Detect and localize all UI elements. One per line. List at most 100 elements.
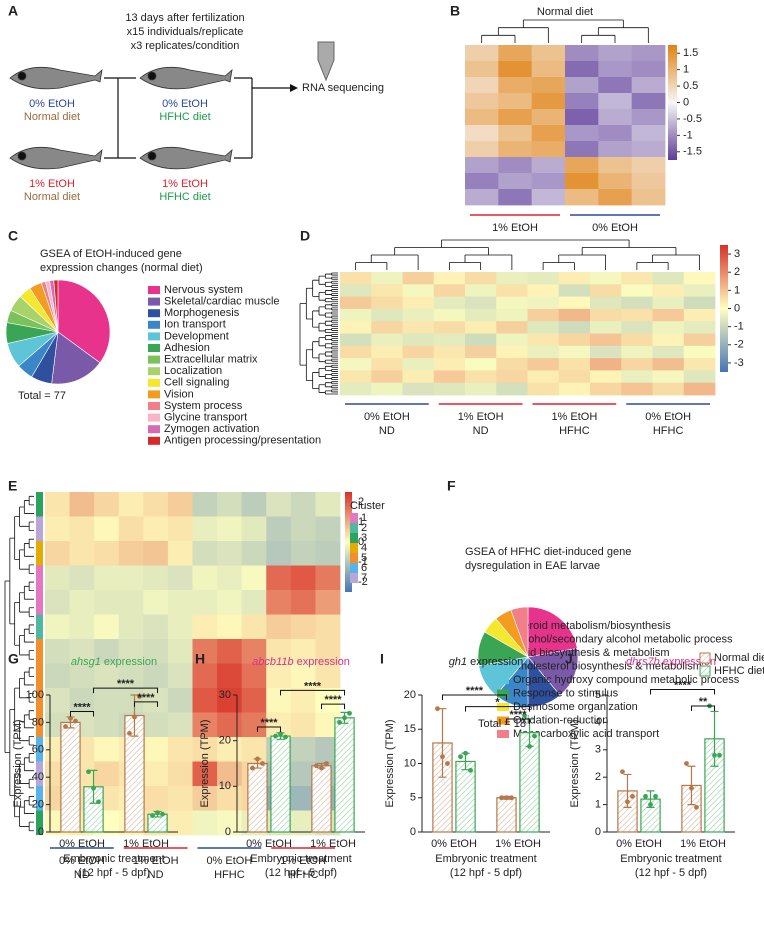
heatmap-cell	[143, 590, 169, 615]
legend-swatch	[148, 344, 160, 352]
cluster-swatch	[350, 523, 358, 533]
heatmap-cell	[402, 321, 435, 334]
x-tick-label: 1% EtOH	[123, 838, 169, 850]
heatmap-cell	[683, 333, 716, 347]
heatmap-cell	[621, 345, 653, 359]
y-tick-label: 4	[595, 716, 601, 728]
colorbar-label: -1	[734, 321, 744, 333]
data-point	[68, 715, 73, 721]
dendrogram	[355, 239, 700, 270]
x-axis-label: (12 hpf - 5 dpf)	[635, 867, 707, 879]
y-tick-label: 100	[26, 689, 44, 701]
legend-label: HFHC diet	[714, 665, 764, 677]
legend-label: Zymogen activation	[164, 423, 259, 435]
heatmap-cell	[217, 516, 243, 542]
heatmap-cell	[266, 492, 292, 517]
group-label: 1% EtOH	[458, 411, 504, 423]
heatmap-cell	[531, 141, 566, 158]
legend-swatch	[497, 716, 509, 725]
data-point	[435, 706, 440, 712]
heatmap-cell	[45, 639, 70, 664]
legend-label: Antigen processing/presentation	[164, 435, 321, 447]
significance-bracket	[465, 706, 531, 712]
heatmap-cell	[621, 308, 653, 322]
panel-label: A	[8, 3, 18, 19]
heatmap-cell	[241, 565, 267, 591]
significance-bracket	[69, 710, 95, 717]
significance-label: **	[699, 696, 708, 708]
heatmap-cell	[598, 77, 633, 94]
legend-label: Monocarboxylic acid transport	[513, 728, 659, 740]
heatmap-cell	[496, 272, 528, 285]
heatmap-cell	[192, 590, 218, 615]
fish-body	[9, 146, 103, 170]
heatmap-cell	[590, 272, 622, 285]
heatmap-cell	[531, 61, 566, 78]
y-axis-label: Expression (TPM)	[569, 719, 581, 807]
heatmap-cell	[590, 382, 622, 396]
heatmap-cell	[631, 173, 666, 190]
heatmap-cell	[465, 189, 499, 206]
heatmap-cell	[315, 639, 341, 664]
cluster-bar	[36, 761, 43, 786]
fish-eye	[17, 71, 27, 81]
significance-bracket	[133, 701, 159, 707]
cluster-title: Cluster	[350, 500, 385, 512]
heatmap-cell	[621, 382, 653, 396]
panel-a: A 13 days after fertilization x15 indivi…	[8, 3, 384, 203]
legend-label: Organic hydroxy compound metabolic proce…	[513, 674, 740, 686]
data-point	[155, 810, 160, 816]
heatmap-cell	[465, 308, 497, 322]
colorbar-label: 0	[683, 96, 689, 108]
cluster-swatch	[350, 543, 358, 553]
heatmap-cell	[565, 109, 599, 126]
heatmap-cell	[565, 45, 599, 62]
heatmap-cell	[217, 712, 243, 738]
heatmap-cell	[192, 565, 218, 591]
heatmap-cell	[465, 61, 499, 78]
heatmap-cell	[558, 382, 591, 396]
data-point	[653, 793, 658, 799]
legend-label: System process	[164, 400, 243, 412]
heatmap-cell	[45, 516, 70, 542]
heatmap-cell	[433, 308, 466, 322]
heatmap-cell	[167, 786, 193, 811]
heatmap-cell	[192, 639, 218, 664]
group-label: ND	[473, 425, 489, 437]
heatmap-cell	[69, 663, 95, 689]
legend-swatch	[148, 390, 160, 399]
cluster-label: 4	[361, 542, 367, 554]
fish-eye	[147, 151, 157, 161]
heatmap-cell	[69, 565, 95, 591]
panel-label: E	[8, 478, 17, 494]
heatmap-cell	[631, 61, 666, 78]
data-point	[532, 733, 537, 739]
group-label: 1% EtOH	[133, 855, 179, 867]
cluster-bar	[36, 737, 43, 762]
error-bar	[687, 765, 696, 806]
heatmap-cell	[217, 614, 243, 640]
colorbar-label: 3	[734, 248, 740, 260]
heatmap-cell	[192, 614, 218, 640]
heatmap-cell	[465, 45, 499, 62]
title-rest: expression	[467, 656, 523, 668]
heatmap-cell	[371, 321, 403, 334]
heatmap-cell	[465, 370, 497, 384]
data-point	[445, 761, 450, 766]
heatmap-cell	[340, 308, 372, 322]
pie-slice	[527, 606, 578, 658]
heatmap-cell	[315, 614, 341, 640]
heatmap-cell	[217, 810, 243, 836]
heatmap-cell	[143, 541, 169, 566]
cluster-swatch	[350, 553, 358, 563]
heatmap-cell	[558, 358, 591, 371]
heatmap-cell	[118, 688, 144, 713]
pie-title: dysregulation in EAE larvae	[465, 560, 600, 572]
data-point	[137, 693, 142, 699]
heatmap-cell	[167, 614, 193, 640]
colorbar-label: 1	[683, 64, 689, 76]
legend-label: Morphogenesis	[164, 307, 240, 319]
heatmap-cell	[683, 272, 716, 285]
heatmap-cell	[498, 141, 533, 158]
